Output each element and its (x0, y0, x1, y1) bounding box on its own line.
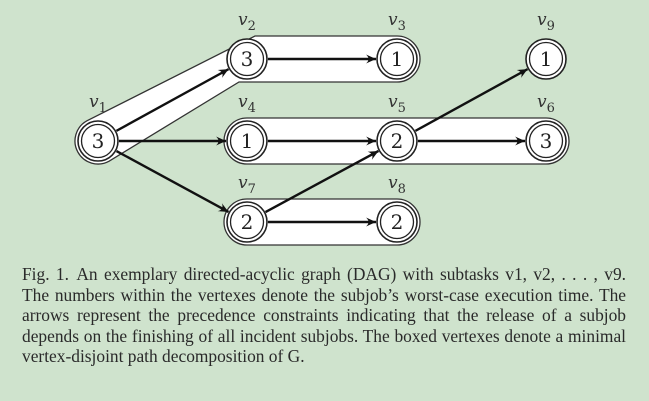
vertex-inner-ring (80, 123, 116, 159)
vertex-label-v8: v8 (388, 173, 406, 197)
vertex-v7: 2 (226, 201, 268, 243)
vertex-label-v4: v4 (238, 92, 256, 116)
vertex-label-v7: v7 (238, 173, 256, 197)
edge-v1-v2 (115, 68, 230, 132)
vertex-value: 2 (241, 210, 254, 234)
vertex-inner-ring (528, 41, 564, 77)
vertex-label-v6: v6 (537, 92, 555, 116)
vertex-value: 3 (241, 47, 254, 71)
vertex-label-v5: v5 (388, 92, 406, 116)
vertex-v2: 3 (226, 38, 268, 80)
vertex-inner-ring (229, 204, 265, 240)
vertex-value: 1 (391, 47, 404, 71)
vertex-value: 1 (540, 47, 553, 71)
vertex-value: 2 (391, 129, 404, 153)
vertex-label-v1: v1 (89, 92, 107, 116)
dag-figure: 3 3 1 1 2 3 2 2 1 v1 v2 v3 v4 v5 v6 v7 v8 v9 (74, 10, 570, 246)
dag-nodes: 3 3 1 1 2 3 2 2 1 (77, 38, 567, 243)
vertex-value: 3 (92, 129, 105, 153)
vertex-v9: 1 (525, 38, 567, 80)
vertex-value: 1 (241, 129, 254, 153)
vertex-label-v9: v9 (537, 10, 555, 34)
vertex-inner-ring (229, 41, 265, 77)
vertex-inner-ring (379, 41, 415, 77)
vertex-v5: 2 (376, 120, 418, 162)
vertex-v3: 1 (376, 38, 418, 80)
vertex-label-v3: v3 (388, 10, 406, 34)
dag-vertex-labels: v1 v2 v3 v4 v5 v6 v7 v8 v9 (89, 10, 555, 197)
vertex-inner-ring (379, 123, 415, 159)
vertex-label-v2: v2 (238, 10, 256, 34)
vertex-v8: 2 (376, 201, 418, 243)
vertex-inner-ring (379, 204, 415, 240)
path-box-1 (74, 35, 421, 165)
vertex-value: 2 (391, 210, 404, 234)
vertex-inner-ring (528, 123, 564, 159)
edge-v5-v9 (414, 68, 529, 132)
figure-caption: Fig. 1. An exemplary directed-acyclic gr… (22, 264, 626, 367)
vertex-v1: 3 (77, 120, 119, 162)
vertex-v4: 1 (226, 120, 268, 162)
vertex-inner-ring (229, 123, 265, 159)
caption-text: An exemplary directed-acyclic graph (DAG… (22, 264, 627, 367)
edge-v1-v7 (115, 149, 230, 214)
vertex-v6: 3 (525, 120, 567, 162)
dag-edges (115, 54, 529, 227)
edge-v7-v5 (264, 149, 380, 214)
figure-label: Fig. 1. (22, 264, 69, 284)
vertex-value: 3 (540, 129, 553, 153)
